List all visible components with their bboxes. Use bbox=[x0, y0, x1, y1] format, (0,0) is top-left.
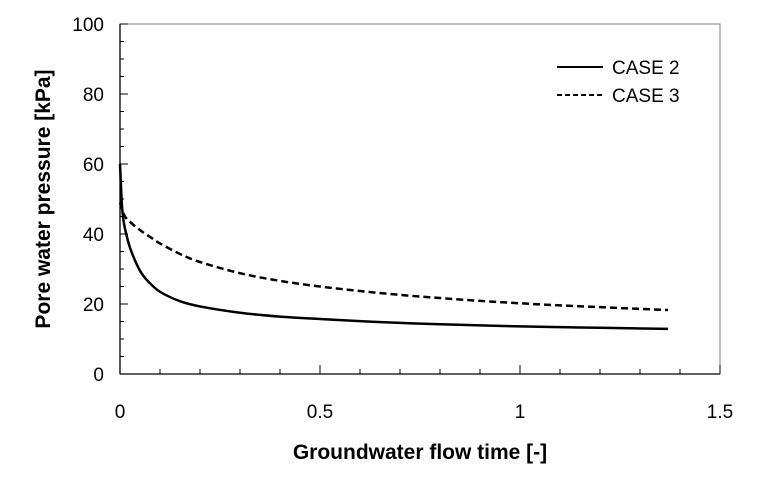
series-line-case-3 bbox=[118, 202, 669, 312]
legend: CASE 2 CASE 3 bbox=[557, 58, 680, 107]
x-tick-label: 1.5 bbox=[707, 402, 733, 423]
series-line-case-2 bbox=[118, 163, 669, 331]
x-tick-label: 0.5 bbox=[307, 402, 333, 423]
legend-label: CASE 3 bbox=[612, 86, 680, 107]
y-tick-label: 80 bbox=[83, 85, 104, 106]
y-tick-label: 0 bbox=[93, 365, 104, 386]
y-tick-label: 100 bbox=[72, 15, 104, 36]
series-group bbox=[118, 163, 669, 331]
x-tick-label: 1 bbox=[515, 402, 526, 423]
y-axis-title: Pore water pressure [kPa] bbox=[32, 69, 55, 328]
x-tick-label: 0 bbox=[115, 402, 126, 423]
y-tick-label: 20 bbox=[83, 295, 104, 316]
legend-label: CASE 2 bbox=[612, 58, 680, 79]
y-tick-label: 40 bbox=[83, 225, 104, 246]
x-axis-title: Groundwater flow time [-] bbox=[293, 441, 547, 464]
axis-ticks: 0 20 40 60 80 100 0 0.5 1 1.5 bbox=[72, 15, 733, 423]
y-tick-label: 60 bbox=[83, 155, 104, 176]
